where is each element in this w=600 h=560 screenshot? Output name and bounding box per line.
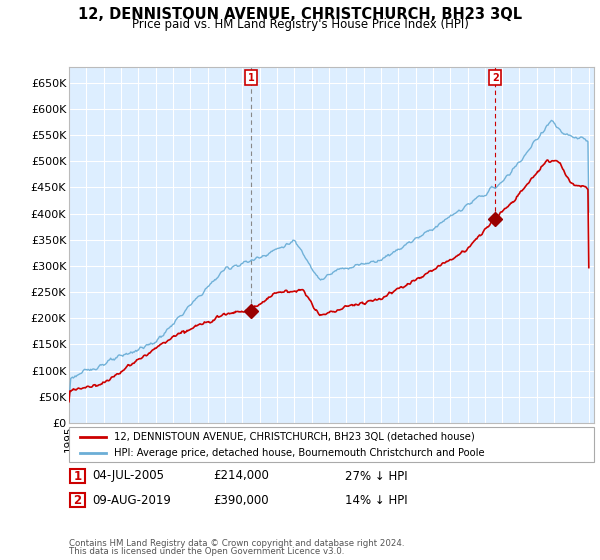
Text: 1: 1	[73, 469, 82, 483]
Text: 2: 2	[73, 493, 82, 507]
Text: £390,000: £390,000	[213, 493, 269, 507]
Text: 04-JUL-2005: 04-JUL-2005	[92, 469, 164, 483]
Text: Price paid vs. HM Land Registry's House Price Index (HPI): Price paid vs. HM Land Registry's House …	[131, 18, 469, 31]
Text: Contains HM Land Registry data © Crown copyright and database right 2024.: Contains HM Land Registry data © Crown c…	[69, 539, 404, 548]
Text: HPI: Average price, detached house, Bournemouth Christchurch and Poole: HPI: Average price, detached house, Bour…	[113, 447, 484, 458]
Text: 27% ↓ HPI: 27% ↓ HPI	[345, 469, 407, 483]
Text: 12, DENNISTOUN AVENUE, CHRISTCHURCH, BH23 3QL (detached house): 12, DENNISTOUN AVENUE, CHRISTCHURCH, BH2…	[113, 432, 475, 442]
Text: 14% ↓ HPI: 14% ↓ HPI	[345, 493, 407, 507]
Text: 2: 2	[492, 73, 499, 83]
Text: 1: 1	[248, 73, 254, 83]
Text: £214,000: £214,000	[213, 469, 269, 483]
Text: This data is licensed under the Open Government Licence v3.0.: This data is licensed under the Open Gov…	[69, 547, 344, 556]
Text: 12, DENNISTOUN AVENUE, CHRISTCHURCH, BH23 3QL: 12, DENNISTOUN AVENUE, CHRISTCHURCH, BH2…	[78, 7, 522, 22]
Text: 09-AUG-2019: 09-AUG-2019	[92, 493, 170, 507]
